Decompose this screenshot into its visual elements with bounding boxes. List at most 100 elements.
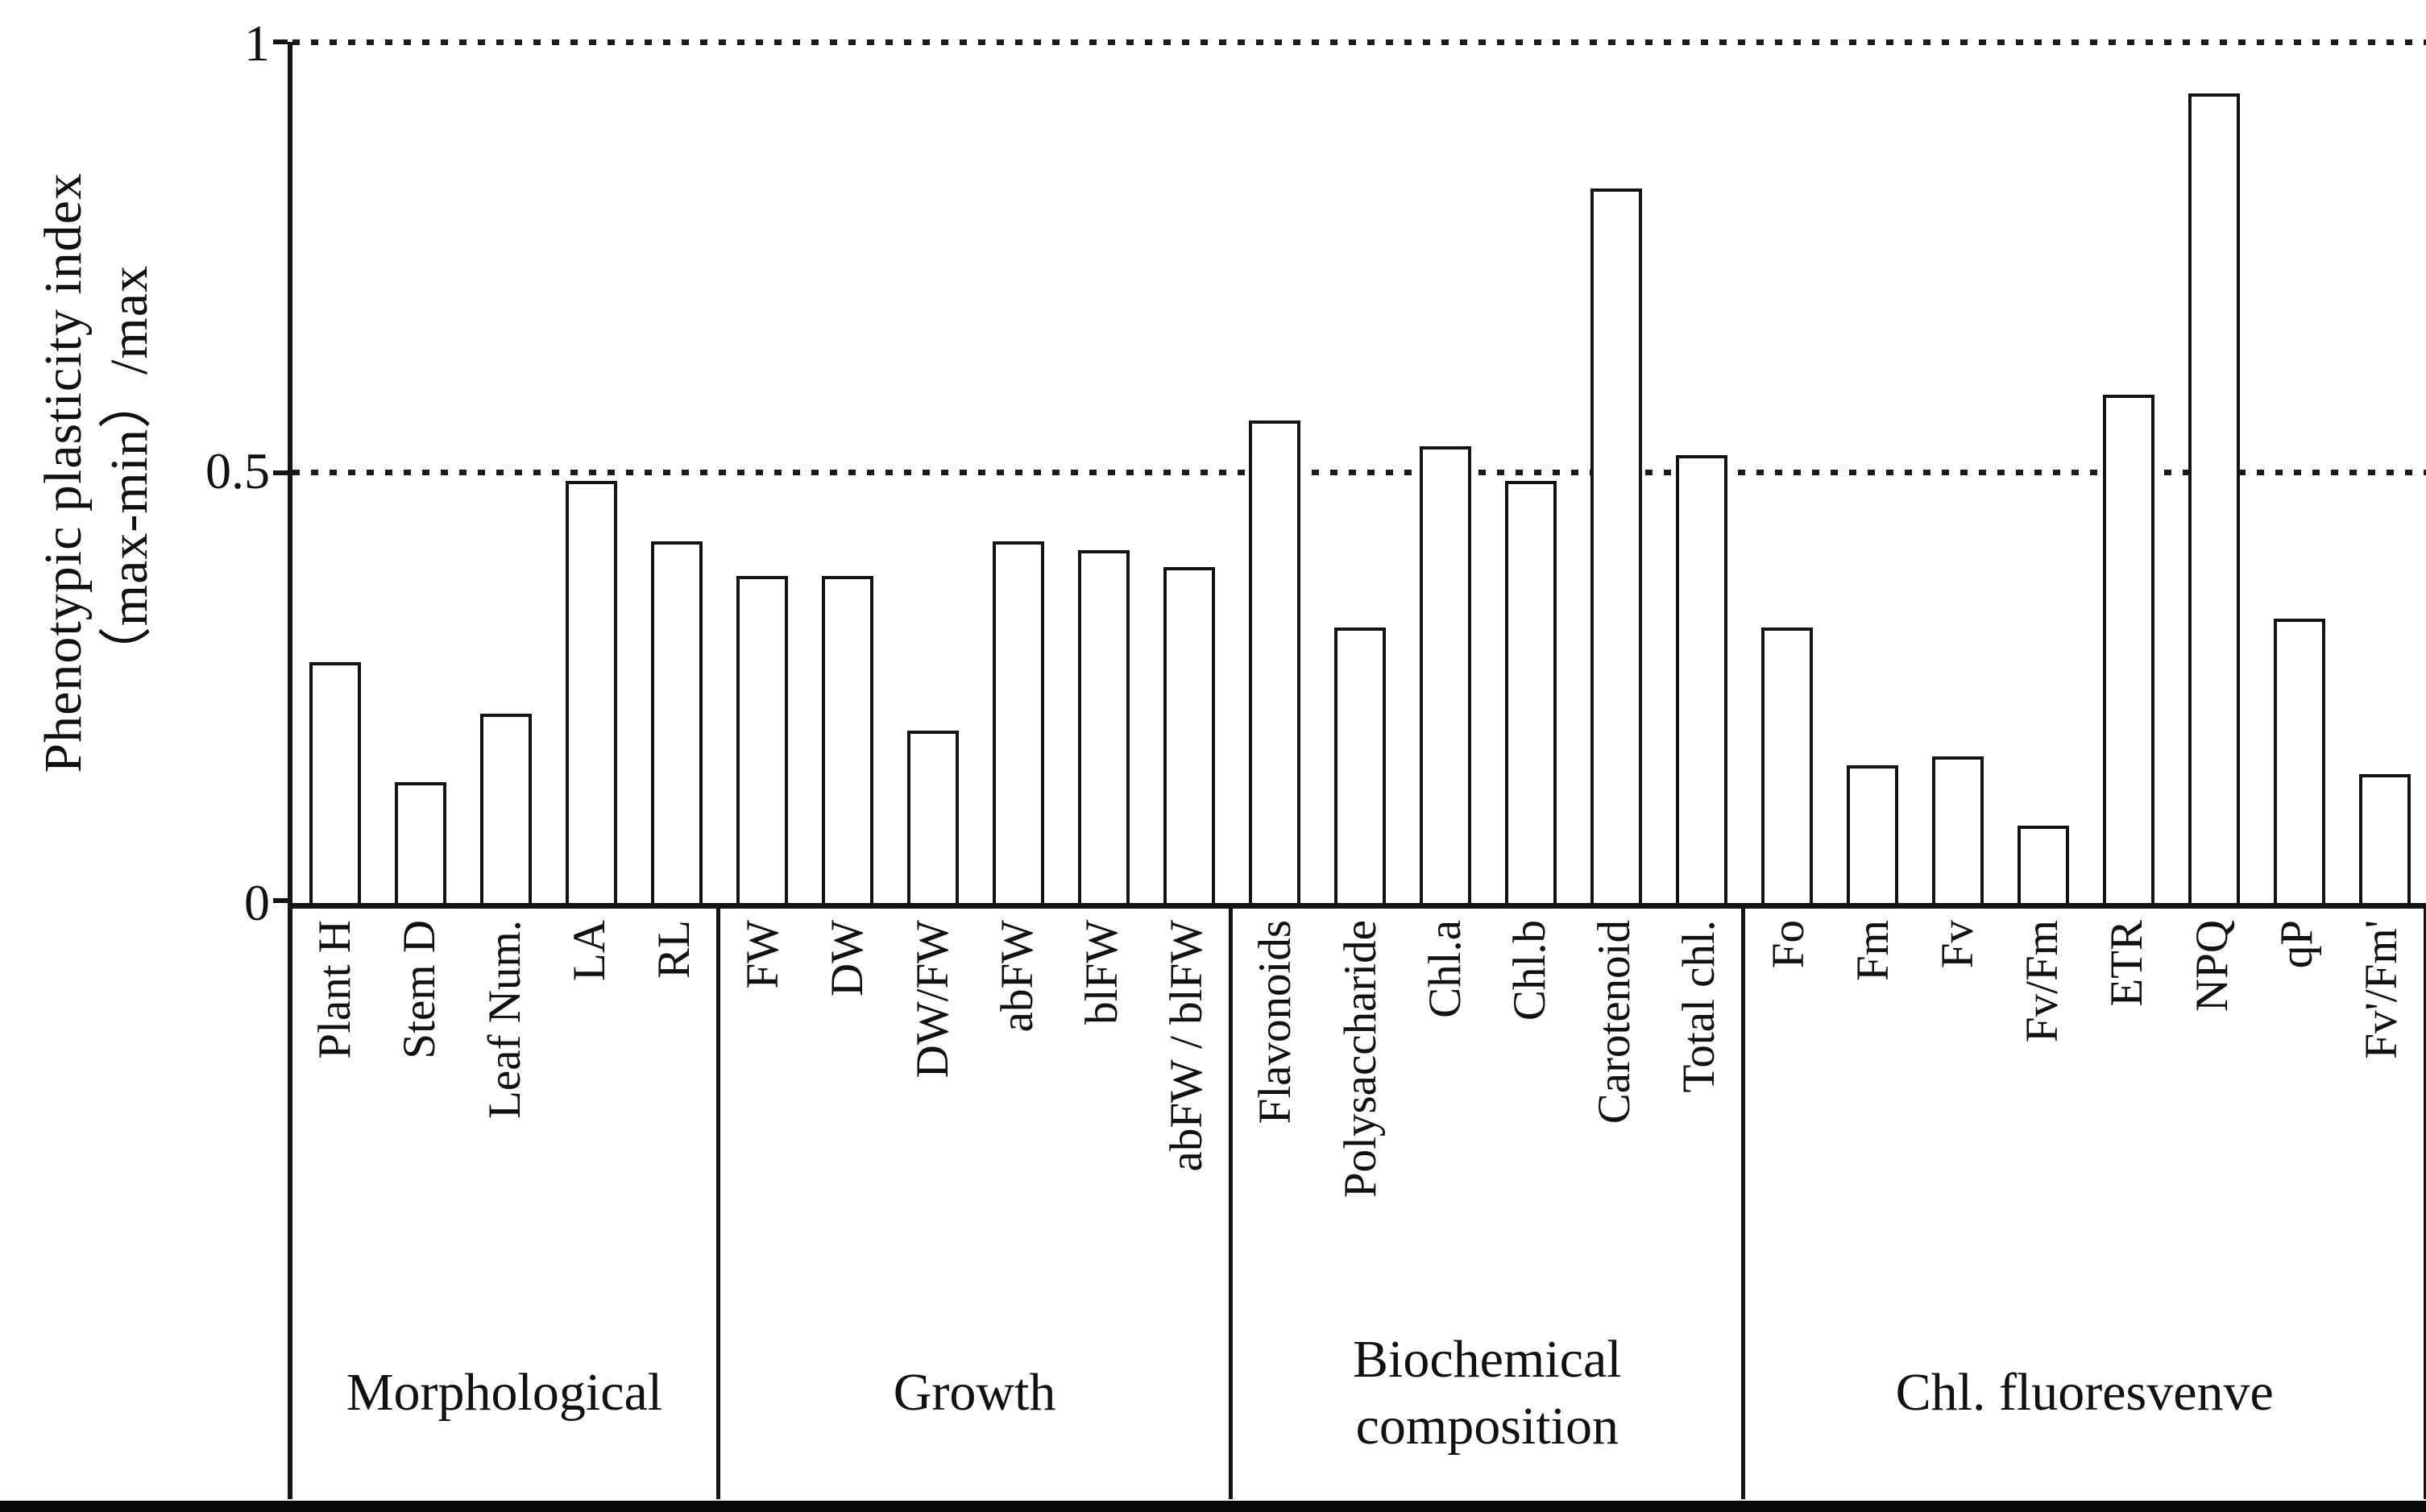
y-tickmark-0-5 xyxy=(273,470,288,475)
tick-label-cell-blfw: blFW xyxy=(1060,909,1144,1287)
tick-label-abfw-blfw: abFW / blFW xyxy=(1161,920,1213,1172)
bar-slot-chl-a xyxy=(1403,42,1488,903)
bar-slot-stem-d xyxy=(378,42,463,903)
tick-label-la: LA xyxy=(563,920,615,981)
tick-label-fv: Fv xyxy=(1931,920,1983,969)
bar-leaf-num xyxy=(480,713,532,903)
bar-slot-fv-fm xyxy=(2001,42,2086,903)
bar-slot-dw-fw xyxy=(890,42,976,903)
tick-label-cell-fw: FW xyxy=(720,909,805,1287)
bar-fm xyxy=(1847,764,1898,903)
y-axis-title-line1: Phenotypic plasticity index xyxy=(34,172,93,773)
bar-dw xyxy=(822,575,873,903)
category-cell-chl-fluoresvenve: Chl. fluoresvenve xyxy=(1745,1287,2424,1499)
below-axis-area: Plant H Stem D Leaf Num. LA RL Morphological F… xyxy=(288,909,2426,1499)
tick-label-rl: RL xyxy=(648,920,699,979)
tick-label-abfw: abFW xyxy=(991,920,1043,1033)
bar-carotenoid xyxy=(1590,188,1642,903)
bar-fw xyxy=(736,575,788,903)
category-label-chl-fluoresvenve: Chl. fluoresvenve xyxy=(1895,1363,2274,1423)
bar-chl-a xyxy=(1420,446,1471,903)
tick-labels-row-chl-fluoresvenve: Fo Fm Fv Fv/Fm ETR NPQ qP Fv'/Fm' xyxy=(1745,909,2424,1287)
bar-slot-blfw xyxy=(1061,42,1147,903)
tick-labels-row-morphological: Plant H Stem D Leaf Num. LA RL xyxy=(292,909,716,1287)
category-cell-biochemical-composition: Biochemical composition xyxy=(1233,1287,1741,1499)
bar-slot-total-chl xyxy=(1659,42,1744,903)
tick-label-chl-a: Chl.a xyxy=(1419,920,1470,1018)
tick-label-total-chl: Total chl. xyxy=(1673,920,1725,1093)
bar-etr xyxy=(2103,395,2154,903)
tick-label-cell-carotenoid: Carotenoid xyxy=(1572,909,1657,1287)
y-tickmark-1 xyxy=(273,39,288,44)
y-axis-title: Phenotypic plasticity index （max-min）/ma… xyxy=(24,42,169,903)
tick-label-fw: FW xyxy=(737,920,789,989)
group-column-chl-fluoresvenve: Fo Fm Fv Fv/Fm ETR NPQ qP Fv'/Fm' Chl. fluoresve… xyxy=(1741,909,2426,1499)
gridline-1-0 xyxy=(292,39,2426,45)
bar-group-growth xyxy=(720,42,1232,903)
tick-label-npq: NPQ xyxy=(2186,920,2237,1013)
category-label-growth: Growth xyxy=(893,1363,1056,1423)
tick-label-cell-total-chl: Total chl. xyxy=(1657,909,1741,1287)
category-label-morphological: Morphological xyxy=(346,1363,663,1423)
tick-label-cell-la: LA xyxy=(547,909,632,1287)
bar-rl xyxy=(651,541,703,903)
tick-label-dw-fw: DW/FW xyxy=(906,920,958,1079)
bar-group-biochemical-composition xyxy=(1232,42,1744,903)
bar-la xyxy=(566,481,617,903)
bar-slot-abfw-blfw xyxy=(1147,42,1232,903)
bar-slot-polysaccharide xyxy=(1317,42,1403,903)
bar-fv-fm xyxy=(2018,825,2069,903)
bar-slot-carotenoid xyxy=(1574,42,1659,903)
bar-slot-fv-fm xyxy=(2342,42,2426,903)
tick-label-cell-fv-fm: Fv'/Fm' xyxy=(2339,909,2424,1287)
tick-label-flavonoids: Flavonoids xyxy=(1250,920,1301,1125)
bar-group-morphological xyxy=(292,42,720,903)
category-cell-morphological: Morphological xyxy=(292,1287,716,1499)
bar-slot-fo xyxy=(1744,42,1830,903)
tick-label-cell-rl: RL xyxy=(632,909,716,1287)
tick-label-fm: Fm xyxy=(1847,920,1898,982)
bar-npq xyxy=(2188,93,2240,903)
tick-label-cell-dw: DW xyxy=(805,909,890,1287)
bar-slot-etr xyxy=(2086,42,2171,903)
bar-fv xyxy=(1932,756,1984,903)
tick-label-cell-abfw: abFW xyxy=(975,909,1060,1287)
category-cell-growth: Growth xyxy=(720,1287,1229,1499)
y-tickmark-0 xyxy=(273,898,288,903)
group-column-growth: FW DW DW/FW abFW blFW abFW / blFW Growth xyxy=(716,909,1229,1499)
tick-label-leaf-num: Leaf Num. xyxy=(479,920,530,1119)
tick-label-cell-stem-d: Stem D xyxy=(377,909,462,1287)
bar-fv-fm xyxy=(2359,773,2411,903)
bar-slot-chl-b xyxy=(1488,42,1574,903)
y-axis-title-line2: （max-min）/max xyxy=(100,264,159,681)
bar-slot-leaf-num xyxy=(463,42,549,903)
tick-label-stem-d: Stem D xyxy=(394,920,446,1059)
bar-blfw xyxy=(1078,549,1130,903)
tick-label-cell-leaf-num: Leaf Num. xyxy=(462,909,546,1287)
tick-label-cell-fm: Fm xyxy=(1831,909,1915,1287)
y-tick-label-1: 1 xyxy=(244,14,270,72)
tick-label-cell-fo: Fo xyxy=(1745,909,1830,1287)
bar-slot-fv xyxy=(1915,42,2001,903)
tick-label-cell-flavonoids: Flavonoids xyxy=(1233,909,1317,1287)
bar-group-chl-fluoresvenve xyxy=(1744,42,2426,903)
tick-label-cell-npq: NPQ xyxy=(2169,909,2254,1287)
bar-abfw xyxy=(993,541,1044,903)
tick-label-fv-fm: Fv'/Fm' xyxy=(2355,920,2407,1059)
bar-slot-npq xyxy=(2171,42,2257,903)
tick-label-cell-plant-h: Plant H xyxy=(292,909,377,1287)
tick-label-cell-polysaccharide: Polysaccharide xyxy=(1317,909,1402,1287)
bar-slot-rl xyxy=(634,42,720,903)
bar-total-chl xyxy=(1676,455,1727,903)
tick-label-etr: ETR xyxy=(2101,920,2153,1007)
category-label-biochemical-composition: Biochemical composition xyxy=(1353,1330,1622,1456)
group-column-biochemical-composition: Flavonoids Polysaccharide Chl.a Chl.b Carote… xyxy=(1229,909,1741,1499)
bar-flavonoids xyxy=(1249,420,1300,903)
bar-fo xyxy=(1761,627,1813,903)
tick-label-cell-fv-fm: Fv/Fm xyxy=(2000,909,2084,1287)
bar-slot-fw xyxy=(720,42,805,903)
bottom-edge-band xyxy=(0,1501,2426,1512)
bar-slot-fm xyxy=(1830,42,1915,903)
tick-label-cell-etr: ETR xyxy=(2084,909,2169,1287)
